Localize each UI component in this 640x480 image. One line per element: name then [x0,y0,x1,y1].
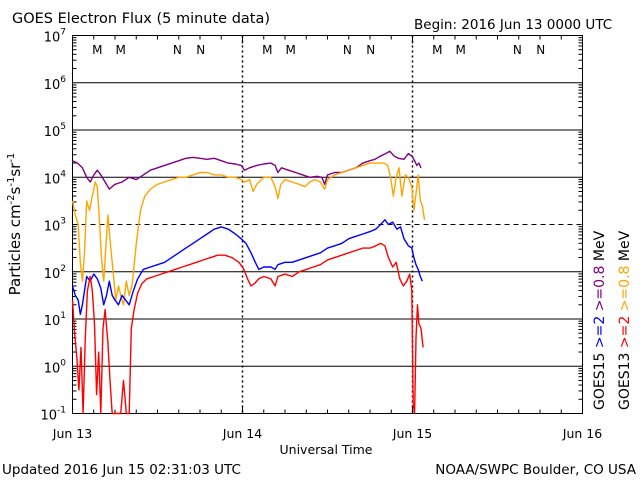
marker-m: M [262,43,272,57]
marker-n: N [536,43,545,57]
y-axis-label-mid1: s [6,186,24,194]
y-tick-label: 100 [44,358,67,376]
y-tick-label: 103 [44,217,66,235]
data-source: NOAA/SWPC Boulder, CO USA [435,462,637,478]
marker-m: M [115,43,125,57]
marker-m: M [432,43,442,57]
marker-m: M [285,43,295,57]
legend-entry: >=2 [592,316,608,353]
legend-entry: >=2 [617,316,633,353]
begin-time: Begin: 2016 Jun 13 0000 UTC [414,17,612,33]
marker-n: N [513,43,522,57]
y-tick-label: 102 [44,264,66,282]
y-tick-label: 104 [44,169,67,187]
legend-entry: GOES13 [617,353,633,410]
grid-layer [72,37,583,400]
legend-entry: MeV [617,230,633,265]
y-axis-label-exp1: -2 [6,194,17,204]
series-line-2 [71,219,424,315]
legend-entry: >=0.8 [592,266,608,316]
y-axis-ticks: 10-1 100 101 102 103 104 105 106 107 [40,28,66,424]
series-layer [71,150,426,415]
marker-n: N [366,43,375,57]
x-tick-label: Jun 13 [52,426,92,441]
y-axis-label-mid2: sr [6,162,24,177]
chart-title: GOES Electron Flux (5 minute data) [12,11,270,27]
marker-m: M [455,43,465,57]
y-tick-label: 10-1 [40,406,66,424]
legend-column-1: GOES13 >=2 >=0.8 MeV [617,230,633,410]
x-axis-ticks: Jun 13 Jun 14 Jun 15 Jun 16 [52,426,602,441]
marker-n: N [343,43,352,57]
series-line-0 [72,150,422,190]
updated-time: Updated 2016 Jun 15 02:31:03 UTC [2,462,241,478]
marker-m: M [92,43,102,57]
y-axis-label-exp3: -1 [6,153,17,163]
legend-entry: GOES15 [592,353,608,410]
x-tick-label: Jun 16 [562,426,602,441]
series-line-1 [71,162,426,306]
y-tick-label: 107 [44,28,66,46]
y-axis-label-exp2: -1 [6,177,17,187]
x-tick-label: Jun 15 [392,426,432,441]
y-axis-label: Particles cm-2s-1sr-1 [6,153,24,296]
x-axis-label: Universal Time [280,442,373,457]
y-tick-label: 106 [44,75,67,93]
legend-entry: >=0.8 [617,266,633,316]
y-tick-label: 101 [44,311,66,329]
legend-entry: MeV [592,230,608,265]
marker-n: N [196,43,205,57]
series-line-3 [71,242,424,415]
marker-n: N [173,43,182,57]
legend-column-0: GOES15 >=2 >=0.8 MeV [592,230,608,410]
y-axis-label-base: Particles cm [6,204,24,295]
y-tick-label: 105 [44,122,66,140]
x-tick-label: Jun 14 [222,426,262,441]
